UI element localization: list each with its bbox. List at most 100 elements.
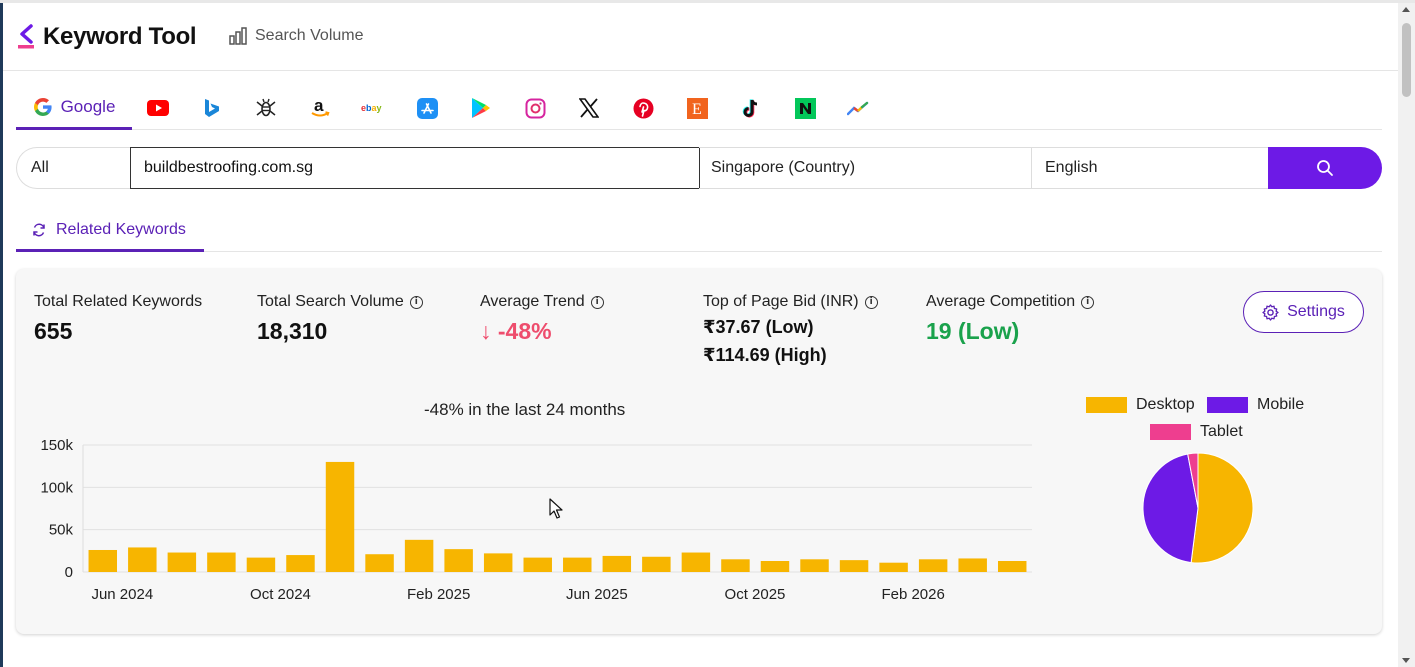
search-button[interactable] [1268, 147, 1382, 189]
stat-avg-trend-label: Average Trend [480, 293, 585, 310]
keyword-input[interactable] [130, 147, 700, 189]
bar[interactable] [721, 559, 750, 572]
stat-top-bid-label-row: Top of Page Bid (INR) i [703, 293, 878, 311]
tab-youtube[interactable] [146, 86, 170, 130]
tab-ebay[interactable]: ebay [361, 86, 385, 130]
stat-avg-trend-value: ↓ -48% [480, 318, 552, 344]
bar[interactable] [918, 559, 948, 572]
bar[interactable] [681, 552, 711, 572]
bar[interactable] [523, 557, 552, 572]
tab-related-keywords[interactable]: Related Keywords [16, 211, 204, 252]
tab-instagram[interactable] [524, 86, 546, 130]
y-tick-label: 150k [40, 437, 73, 454]
play-store-icon [472, 98, 490, 118]
legend-desktop[interactable]: Desktop [1086, 396, 1195, 414]
bar[interactable] [839, 560, 869, 572]
stat-avg-competition: Average Competition i 19 (Low) [926, 293, 1095, 345]
bar[interactable] [286, 555, 315, 572]
x-tick-label: Feb 2026 [881, 586, 944, 603]
app-store-icon [416, 97, 438, 119]
bar[interactable] [602, 555, 632, 572]
x-tick-label: Feb 2025 [407, 586, 470, 603]
pie-slice-desktop[interactable] [1190, 452, 1254, 564]
bar[interactable] [997, 560, 1027, 572]
logo[interactable]: Keyword Tool [17, 23, 197, 51]
bar[interactable] [483, 553, 513, 572]
legend-mobile-swatch [1207, 397, 1248, 413]
settings-button[interactable]: Settings [1243, 291, 1364, 333]
scroll-up-icon[interactable] [1402, 7, 1410, 12]
bar[interactable] [563, 557, 592, 572]
legend-desktop-label: Desktop [1136, 396, 1195, 413]
info-icon[interactable]: i [409, 295, 423, 309]
trends-icon [847, 101, 869, 116]
tab-related-keywords-label: Related Keywords [56, 221, 186, 238]
stat-total-volume-value: 18,310 [257, 318, 328, 344]
legend-desktop-swatch [1086, 397, 1127, 413]
stat-bid-low: ₹37.67 (Low) [703, 317, 814, 337]
tab-etsy[interactable]: E [686, 86, 708, 130]
refresh-icon [33, 223, 45, 237]
x-tick-label: Oct 2025 [725, 586, 786, 603]
info-icon[interactable]: i [1081, 295, 1095, 309]
bar[interactable] [88, 549, 118, 572]
scroll-down-icon[interactable] [1402, 658, 1410, 663]
svg-text:a: a [314, 97, 324, 115]
language-select[interactable]: English [1031, 147, 1269, 189]
legend-mobile[interactable]: Mobile [1207, 396, 1304, 414]
stat-avg-trend: Average Trend i ↓ -48% [480, 293, 604, 345]
scrollbar-thumb[interactable] [1402, 23, 1411, 97]
tab-google[interactable]: Google [16, 86, 132, 130]
tab-x[interactable] [578, 86, 600, 130]
bar[interactable] [760, 560, 790, 572]
stat-total-volume: Total Search Volume i 18,310 [257, 293, 423, 345]
stat-avg-competition-value: 19 (Low) [926, 318, 1020, 344]
tab-bing[interactable] [202, 86, 222, 130]
stat-total-related-value: 655 [34, 318, 73, 344]
pie-slice-tablet[interactable] [1187, 452, 1199, 509]
bar[interactable] [800, 559, 829, 572]
window-left-edge [0, 0, 3, 667]
bar[interactable] [444, 549, 473, 572]
tab-tiktok[interactable] [740, 86, 762, 130]
legend-tablet-label: Tablet [1200, 423, 1243, 440]
tab-app-store[interactable] [416, 86, 438, 130]
x-tick-label: Jun 2025 [566, 586, 628, 603]
bar[interactable] [167, 552, 197, 572]
stat-avg-competition-label-row: Average Competition i [926, 293, 1095, 311]
tab-trends[interactable] [847, 86, 869, 130]
bar[interactable] [325, 461, 355, 572]
bar[interactable] [207, 552, 236, 572]
page-scrollbar[interactable] [1398, 3, 1415, 667]
location-select[interactable]: Singapore (Country) [699, 147, 1032, 189]
stat-total-related-label: Total Related Keywords [34, 293, 203, 310]
bar[interactable] [246, 557, 276, 572]
pinterest-icon [633, 98, 653, 118]
bar[interactable] [879, 562, 908, 572]
info-icon[interactable]: i [864, 295, 878, 309]
nav-search-volume[interactable]: Search Volume [229, 27, 364, 45]
stat-bid-high: ₹114.69 (High) [703, 345, 827, 365]
bar[interactable] [365, 554, 394, 572]
legend-mobile-label: Mobile [1257, 396, 1305, 413]
naver-icon [794, 97, 816, 119]
scope-select[interactable]: All [16, 147, 132, 189]
device-pie-chart [1142, 452, 1254, 564]
bar[interactable] [128, 547, 157, 572]
svg-text:E: E [692, 101, 702, 118]
tab-amazon[interactable]: a [309, 86, 331, 130]
info-icon[interactable]: i [590, 295, 604, 309]
pie-slice-mobile[interactable] [1142, 453, 1199, 564]
tab-play-store[interactable] [470, 86, 492, 130]
tab-pinterest[interactable] [632, 86, 654, 130]
y-tick-label: 50k [49, 522, 74, 539]
bar[interactable] [404, 539, 434, 572]
tab-bee[interactable] [255, 86, 277, 130]
bar[interactable] [642, 556, 671, 572]
stat-top-bid-label: Top of Page Bid (INR) [703, 293, 859, 310]
x-tick-label: Jun 2024 [91, 586, 153, 603]
bar[interactable] [958, 558, 987, 572]
legend-tablet[interactable]: Tablet [1150, 423, 1243, 441]
tab-naver[interactable] [794, 86, 816, 130]
gear-icon [1262, 303, 1279, 321]
